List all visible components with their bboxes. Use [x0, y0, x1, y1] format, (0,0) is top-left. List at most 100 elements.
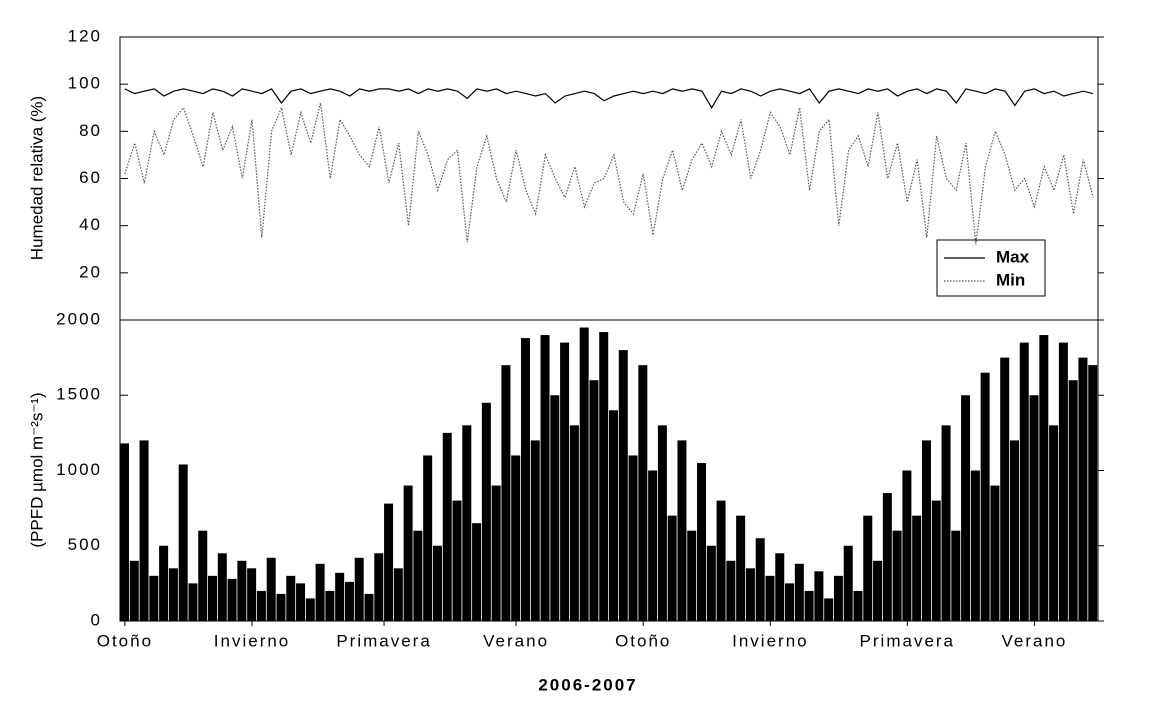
x-tick-label: Otoño	[97, 631, 153, 650]
x-tick-label: Invierno	[214, 631, 290, 650]
bar	[961, 395, 971, 621]
bar	[638, 365, 648, 621]
bar	[873, 560, 883, 621]
bar	[990, 485, 1000, 621]
y-tick-label: 1500	[56, 385, 102, 404]
bar	[227, 578, 237, 621]
bar	[569, 425, 579, 621]
y-tick-label: 1000	[56, 460, 102, 479]
bar	[296, 583, 306, 621]
bar	[550, 395, 560, 621]
bar	[912, 515, 922, 621]
bar	[1000, 357, 1010, 621]
bar	[168, 568, 178, 621]
bar	[393, 568, 403, 621]
bar	[657, 425, 667, 621]
bar	[325, 590, 335, 621]
bar	[208, 575, 218, 621]
bar	[403, 485, 413, 621]
bar	[560, 342, 570, 621]
bar	[1088, 365, 1098, 621]
bar	[520, 338, 530, 621]
bar	[726, 560, 736, 621]
bar	[716, 500, 726, 621]
bar	[1068, 380, 1078, 621]
bar	[256, 590, 266, 621]
bar	[540, 335, 550, 621]
bar	[794, 563, 804, 621]
bar	[335, 572, 345, 621]
bar	[1039, 335, 1049, 621]
bar	[765, 575, 775, 621]
bar	[286, 575, 296, 621]
bar	[149, 575, 159, 621]
bar	[785, 583, 795, 621]
bar	[276, 593, 286, 621]
y-tick-label: 60	[79, 168, 102, 187]
bar	[374, 553, 384, 621]
legend-label: Min	[996, 270, 1025, 289]
y-tick-label: 80	[79, 121, 102, 140]
legend-box	[936, 239, 1046, 297]
bar	[628, 455, 638, 621]
y-tick-label: 100	[68, 74, 102, 93]
line	[124, 102, 1094, 245]
bar	[1078, 357, 1088, 621]
bar	[980, 372, 990, 621]
bar	[824, 598, 834, 621]
bar	[843, 545, 853, 621]
bar	[970, 470, 980, 621]
bar	[1058, 342, 1068, 621]
x-axis-label: 2006-2007	[538, 675, 637, 694]
y-tick-label: 120	[68, 26, 102, 45]
y-tick-label: 2000	[56, 309, 102, 328]
x-tick-label: Verano	[483, 631, 549, 650]
bar	[609, 410, 618, 621]
bar	[129, 560, 139, 621]
y-tick-label: 500	[68, 535, 102, 554]
bar	[863, 515, 873, 621]
legend-label: Max	[996, 247, 1030, 266]
bar	[589, 380, 599, 621]
bar	[755, 538, 765, 621]
x-tick-label: Primavera	[336, 631, 431, 650]
y-tick-label: 0	[91, 610, 102, 629]
x-tick-label: Primavera	[860, 631, 955, 650]
bar	[120, 443, 129, 621]
y-axis-label: (PPFD µmol m⁻²s⁻¹)	[27, 392, 46, 547]
bar	[315, 563, 325, 621]
bar	[462, 425, 472, 621]
bar	[853, 590, 863, 621]
bar	[1009, 440, 1019, 621]
bar	[833, 575, 843, 621]
bar	[237, 560, 247, 621]
bar	[814, 571, 824, 621]
bar	[432, 545, 442, 621]
bar	[648, 470, 658, 621]
bar	[1029, 395, 1039, 621]
line	[124, 88, 1094, 109]
bar	[677, 440, 687, 621]
bar	[667, 515, 677, 621]
y-tick-label: 40	[79, 215, 102, 234]
bar	[423, 455, 433, 621]
bar	[697, 462, 707, 621]
bar	[364, 593, 374, 621]
bar	[413, 530, 423, 621]
bar	[618, 350, 628, 621]
bar	[188, 583, 198, 621]
bar	[921, 440, 931, 621]
bar	[501, 365, 511, 621]
bar	[491, 485, 501, 621]
bar	[687, 530, 697, 621]
bar	[804, 590, 814, 621]
y-axis-label: Humedad relativa (%)	[27, 96, 46, 260]
bar	[775, 553, 785, 621]
bar	[178, 464, 188, 621]
bar	[481, 402, 491, 621]
bar	[736, 515, 746, 621]
bar	[305, 598, 315, 621]
bar	[745, 568, 755, 621]
bar	[511, 455, 521, 621]
